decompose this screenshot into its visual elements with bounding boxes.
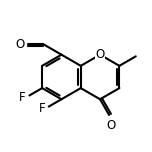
Text: F: F [19,91,26,104]
Text: O: O [15,38,24,51]
Text: F: F [38,102,45,115]
Text: O: O [107,119,116,132]
Text: O: O [95,48,105,61]
